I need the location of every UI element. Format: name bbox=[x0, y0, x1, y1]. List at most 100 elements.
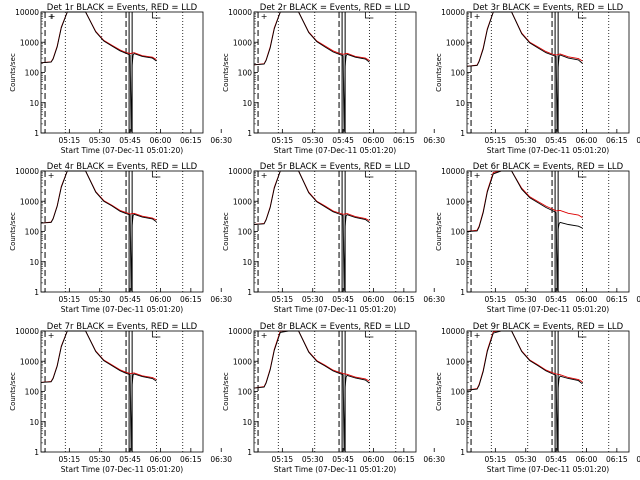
x-tick-label: 06:15 bbox=[180, 455, 202, 464]
y-tick-label: 10000 bbox=[441, 8, 465, 17]
x-tick-label: 05:15 bbox=[59, 136, 81, 145]
y-tick-label: 100 bbox=[25, 388, 40, 397]
y-axis-label: Counts/sec bbox=[222, 53, 230, 92]
x-tick-label: 05:45 bbox=[545, 295, 567, 304]
lld-series-line bbox=[40, 330, 157, 383]
events-series-line bbox=[253, 330, 370, 451]
detector-panel-2: Det 2r BLACK = Events, RED = LLD+1 10 100 1… bbox=[222, 3, 445, 155]
x-tick-label: 05:30 bbox=[89, 455, 111, 464]
panel-title: Det 8r BLACK = Events, RED = LLD bbox=[260, 322, 411, 332]
x-tick-label: 05:30 bbox=[515, 295, 537, 304]
panel-title: Det 4r BLACK = Events, RED = LLD bbox=[47, 162, 198, 172]
y-tick-label: 1000 bbox=[20, 357, 39, 366]
x-tick-label: 06:15 bbox=[180, 136, 202, 145]
y-tick-label: 10000 bbox=[228, 327, 252, 336]
events-series-line bbox=[466, 170, 583, 291]
x-tick-label: 06:15 bbox=[606, 455, 628, 464]
x-tick-label: 06:00 bbox=[363, 295, 385, 304]
y-axis-label: Counts/sec bbox=[222, 372, 230, 411]
top-marker: + bbox=[474, 12, 481, 21]
x-tick-label: 05:30 bbox=[302, 295, 324, 304]
y-tick-label: 10000 bbox=[15, 8, 39, 17]
x-tick-label: 05:45 bbox=[119, 136, 141, 145]
y-tick-label: 10 bbox=[455, 418, 465, 427]
x-axis-label: Start Time (07-Dec-11 05:01:20) bbox=[61, 305, 183, 314]
x-axis-label: Start Time (07-Dec-11 05:01:20) bbox=[61, 465, 183, 474]
detector-panel-7: Det 7r BLACK = Events, RED = LLD+1 10 100 1… bbox=[9, 322, 232, 474]
y-tick-label: 10 bbox=[29, 418, 39, 427]
y-tick-label: 10000 bbox=[441, 167, 465, 176]
y-tick-label: 1 bbox=[460, 448, 465, 457]
x-tick-label: 06:00 bbox=[150, 295, 172, 304]
y-tick-label: 1 bbox=[247, 448, 252, 457]
y-tick-label: 10 bbox=[242, 258, 252, 267]
x-tick-label: 06:15 bbox=[393, 136, 415, 145]
x-tick-label: 06:30 bbox=[636, 295, 640, 304]
bracket-marker bbox=[577, 12, 587, 19]
panel-title: Det 5r BLACK = Events, RED = LLD bbox=[260, 162, 411, 172]
x-axis-label: Start Time (07-Dec-11 05:01:20) bbox=[274, 305, 396, 314]
x-tick-label: 05:30 bbox=[302, 136, 324, 145]
x-tick-label: 06:30 bbox=[423, 295, 445, 304]
x-tick-label: 05:45 bbox=[119, 455, 141, 464]
lld-series-line bbox=[40, 170, 157, 224]
bracket-marker bbox=[151, 171, 161, 178]
y-tick-label: 1 bbox=[460, 288, 465, 297]
events-series-line bbox=[40, 330, 157, 451]
y-tick-label: 100 bbox=[238, 228, 253, 237]
y-tick-label: 1 bbox=[34, 129, 39, 138]
x-axis-label: Start Time (07-Dec-11 05:01:20) bbox=[487, 146, 609, 155]
y-tick-label: 1000 bbox=[446, 38, 465, 47]
x-tick-label: 05:15 bbox=[272, 136, 294, 145]
events-series-line bbox=[40, 170, 157, 291]
y-axis-label: Counts/sec bbox=[435, 53, 443, 92]
x-tick-label: 06:15 bbox=[606, 295, 628, 304]
x-tick-label: 06:00 bbox=[150, 455, 172, 464]
x-tick-label: 05:15 bbox=[485, 136, 507, 145]
lld-series-line bbox=[466, 330, 583, 391]
x-tick-label: 05:15 bbox=[59, 455, 81, 464]
x-tick-label: 06:15 bbox=[606, 136, 628, 145]
y-tick-label: 10000 bbox=[441, 327, 465, 336]
x-tick-label: 06:00 bbox=[576, 455, 598, 464]
lld-series-line bbox=[466, 11, 583, 67]
x-tick-label: 06:30 bbox=[210, 136, 232, 145]
x-tick-label: 06:00 bbox=[363, 136, 385, 145]
y-tick-label: 1000 bbox=[233, 357, 252, 366]
y-tick-label: 1 bbox=[460, 129, 465, 138]
bracket-marker bbox=[151, 331, 161, 338]
y-tick-label: 10 bbox=[29, 258, 39, 267]
x-tick-label: 06:30 bbox=[210, 295, 232, 304]
y-tick-label: 100 bbox=[238, 69, 253, 78]
y-tick-label: 1000 bbox=[446, 357, 465, 366]
top-marker: + bbox=[48, 331, 55, 340]
y-tick-label: 10000 bbox=[228, 8, 252, 17]
events-series-line bbox=[253, 11, 370, 132]
y-tick-label: 10 bbox=[242, 418, 252, 427]
x-tick-label: 05:45 bbox=[332, 455, 354, 464]
y-tick-label: 10 bbox=[242, 99, 252, 108]
x-tick-label: 06:30 bbox=[423, 136, 445, 145]
y-tick-label: 1 bbox=[247, 129, 252, 138]
y-tick-label: 1 bbox=[247, 288, 252, 297]
x-tick-label: 05:15 bbox=[272, 295, 294, 304]
y-tick-label: 10000 bbox=[15, 327, 39, 336]
y-tick-label: 10000 bbox=[15, 167, 39, 176]
x-tick-label: 05:30 bbox=[89, 136, 111, 145]
top-marker: + bbox=[261, 331, 268, 340]
top-marker: + bbox=[261, 171, 268, 180]
x-tick-label: 05:15 bbox=[485, 455, 507, 464]
y-tick-label: 1000 bbox=[446, 197, 465, 206]
x-tick-label: 05:45 bbox=[332, 136, 354, 145]
x-tick-label: 05:30 bbox=[515, 455, 537, 464]
top-marker: + bbox=[48, 12, 55, 21]
events-series-line bbox=[40, 11, 157, 132]
top-marker: + bbox=[261, 12, 268, 21]
x-axis-label: Start Time (07-Dec-11 05:01:20) bbox=[274, 146, 396, 155]
lld-series-line bbox=[466, 170, 583, 232]
y-tick-label: 1000 bbox=[20, 197, 39, 206]
panel-title: Det 7r BLACK = Events, RED = LLD bbox=[47, 322, 198, 332]
x-axis-label: Start Time (07-Dec-11 05:01:20) bbox=[274, 465, 396, 474]
y-axis-label: Counts/sec bbox=[222, 212, 230, 251]
